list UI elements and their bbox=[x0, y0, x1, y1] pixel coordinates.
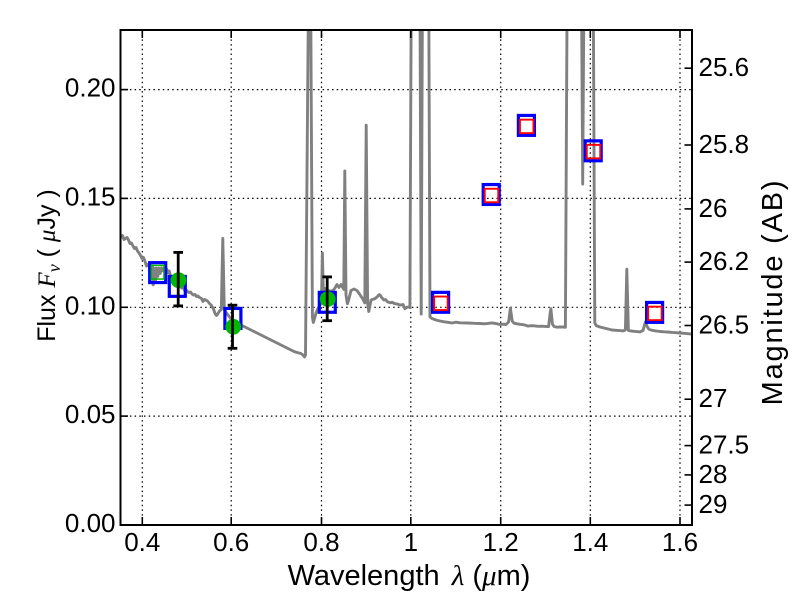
svg-text:Wavelength λ (μm): Wavelength λ (μm) bbox=[288, 560, 531, 592]
svg-text:0.10: 0.10 bbox=[65, 290, 116, 320]
svg-text:28: 28 bbox=[699, 459, 728, 489]
svg-text:27.5: 27.5 bbox=[699, 430, 750, 460]
svg-text:1.6: 1.6 bbox=[662, 527, 698, 557]
svg-text:25.8: 25.8 bbox=[699, 129, 750, 159]
svg-text:1.2: 1.2 bbox=[483, 527, 519, 557]
svg-text:26.2: 26.2 bbox=[699, 246, 750, 276]
svg-text:25.6: 25.6 bbox=[699, 52, 750, 82]
svg-text:27: 27 bbox=[699, 383, 728, 413]
svg-text:0.20: 0.20 bbox=[65, 73, 116, 103]
svg-text:0.15: 0.15 bbox=[65, 181, 116, 211]
svg-text:29: 29 bbox=[699, 489, 728, 519]
svg-text:Magnitude (AB): Magnitude (AB) bbox=[757, 179, 789, 406]
svg-text:1: 1 bbox=[404, 527, 418, 557]
svg-text:0.05: 0.05 bbox=[65, 399, 116, 429]
svg-text:0.4: 0.4 bbox=[124, 527, 160, 557]
svg-text:26: 26 bbox=[699, 193, 728, 223]
svg-text:0.8: 0.8 bbox=[303, 527, 339, 557]
svg-text:0.00: 0.00 bbox=[65, 508, 116, 538]
svg-text:1.4: 1.4 bbox=[572, 527, 608, 557]
svg-text:26.5: 26.5 bbox=[699, 310, 750, 340]
svg-text:0.6: 0.6 bbox=[213, 527, 249, 557]
